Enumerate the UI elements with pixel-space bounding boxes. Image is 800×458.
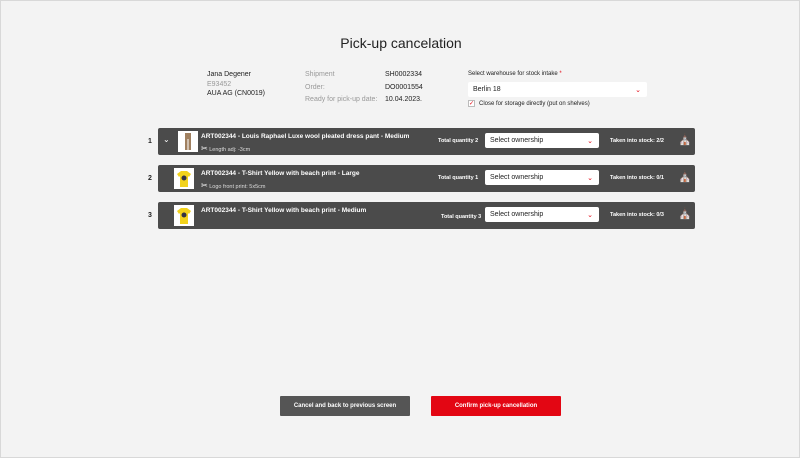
- item-index: 2: [148, 175, 152, 182]
- item-name: ART002344 - T-Shirt Yellow with beach pr…: [201, 207, 367, 214]
- chevron-down-icon: ⌄: [587, 137, 593, 145]
- ownership-select[interactable]: Select ownership ⌄: [485, 170, 599, 185]
- cancel-button[interactable]: Cancel and back to previous screen: [280, 396, 410, 416]
- chevron-down-icon: ⌄: [635, 86, 641, 94]
- stock-status: Taken into stock: 0/3: [610, 212, 664, 218]
- warehouse-label: Select warehouse for stock intake *: [468, 71, 562, 77]
- stock-status: Taken into stock: 2/2: [610, 138, 664, 144]
- product-image: [174, 168, 194, 189]
- ready-date-label: Ready for pick-up date:: [305, 96, 378, 103]
- close-storage-checkbox[interactable]: ✓ Close for storage directly (put on shel…: [468, 100, 590, 108]
- customer-company: AUA AG (CN0019): [207, 90, 265, 97]
- warehouse-select[interactable]: Berlin 18 ⌄: [468, 82, 647, 97]
- product-image: [174, 205, 194, 226]
- shipment-label: Shipment: [305, 71, 335, 78]
- total-quantity: Total quantity 2: [438, 138, 479, 144]
- total-quantity: Total quantity 1: [438, 175, 479, 181]
- checkbox-icon[interactable]: ✓: [468, 100, 475, 107]
- customer-id: E93452: [207, 81, 232, 88]
- item-row: ART002344 - T-Shirt Yellow with beach pr…: [158, 202, 695, 229]
- product-image: [178, 131, 198, 152]
- warehouse-icon[interactable]: ⛪: [678, 208, 692, 220]
- item-name: ART002344 - Louis Raphael Luxe wool plea…: [201, 133, 410, 140]
- total-quantity: Total quantity 3: [441, 214, 482, 220]
- ownership-select[interactable]: Select ownership ⌄: [485, 207, 599, 222]
- ownership-select[interactable]: Select ownership ⌄: [485, 133, 599, 148]
- confirm-button[interactable]: Confirm pick-up cancellation: [431, 396, 561, 416]
- item-row: ART002344 - T-Shirt Yellow with beach pr…: [158, 165, 695, 192]
- item-name: ART002344 - T-Shirt Yellow with beach pr…: [201, 170, 360, 177]
- warehouse-icon[interactable]: ⛪: [678, 171, 692, 183]
- warehouse-icon[interactable]: ⛪: [678, 134, 692, 146]
- customer-name: Jana Degener: [207, 71, 251, 78]
- chevron-down-icon[interactable]: ⌄: [163, 135, 170, 144]
- item-row: ⌄ ART002344 - Louis Raphael Luxe wool pl…: [158, 128, 695, 155]
- item-alteration: ✂ Length adj: -3cm: [201, 144, 251, 153]
- scissors-icon: ✂: [201, 144, 208, 153]
- ready-date-value: 10.04.2023.: [385, 96, 422, 103]
- scissors-icon: ✂: [201, 181, 208, 190]
- chevron-down-icon: ⌄: [587, 211, 593, 219]
- item-index: 3: [148, 212, 152, 219]
- chevron-down-icon: ⌄: [587, 174, 593, 182]
- page-title: Pick-up cancelation: [340, 35, 462, 51]
- stock-status: Taken into stock: 0/1: [610, 175, 664, 181]
- order-label: Order:: [305, 84, 325, 91]
- item-index: 1: [148, 138, 152, 145]
- order-value: DO0001554: [385, 84, 423, 91]
- shipment-value: SH0002334: [385, 71, 422, 78]
- item-alteration: ✂ Logo front print: 5x5cm: [201, 181, 266, 190]
